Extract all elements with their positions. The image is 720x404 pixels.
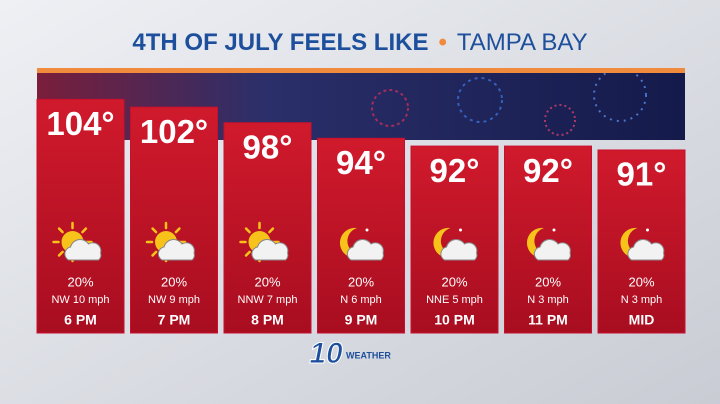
temperature-label: 98° — [243, 128, 293, 165]
cloud — [64, 239, 102, 261]
wind-label: NNW 7 mph — [238, 294, 298, 306]
accent-line — [37, 68, 685, 73]
temperature-label: 94° — [336, 144, 386, 181]
sun-ray — [244, 227, 251, 234]
x-tick-label: 7 PM — [158, 312, 191, 328]
sun-ray — [81, 227, 88, 234]
weather-icon — [339, 227, 384, 261]
precipitation-label: 20% — [441, 274, 467, 289]
precipitation-label: 20% — [535, 274, 561, 289]
sun-ray — [244, 250, 251, 257]
weather-icon — [145, 221, 195, 263]
bar — [317, 137, 405, 334]
temperature-label: 92° — [523, 152, 573, 189]
x-tick-label: 10 PM — [434, 312, 474, 328]
logo-number: 10 — [309, 337, 343, 370]
moon — [526, 227, 552, 258]
logo: 10 WEATHER — [309, 336, 392, 370]
wind-label: NW 9 mph — [148, 294, 200, 306]
x-tick-label: MID — [629, 312, 655, 328]
fireworks — [371, 68, 647, 136]
temperature-label: 92° — [430, 152, 480, 189]
wind-label: N 3 mph — [621, 294, 663, 306]
sun-ray — [174, 227, 181, 234]
sun-ray — [268, 227, 275, 234]
temperature-label: 91° — [617, 156, 667, 193]
star — [552, 228, 556, 232]
moon — [620, 227, 646, 258]
weather-icon — [433, 227, 478, 261]
bars: 104° 20% NW 10 mph 6 PM 102° 20% NW 9 mph 7 PM 9… — [36, 98, 686, 334]
x-tick-label: 8 PM — [251, 312, 284, 328]
cloud — [157, 239, 195, 261]
sun-ray — [57, 227, 64, 234]
cloud — [346, 239, 384, 261]
wind-label: N 6 mph — [340, 294, 382, 306]
precipitation-label: 20% — [161, 274, 187, 289]
weather-icon — [620, 227, 665, 261]
sun-ray — [151, 250, 158, 257]
weather-icon — [526, 227, 571, 261]
x-tick-label: 11 PM — [528, 312, 568, 328]
cloud — [533, 239, 571, 261]
bar — [223, 122, 312, 334]
moon — [339, 227, 365, 258]
cloud — [251, 239, 289, 261]
temperature-label: 104° — [46, 105, 114, 142]
sun-ray — [57, 250, 64, 257]
bar — [36, 98, 125, 334]
star — [365, 228, 369, 232]
precipitation-label: 20% — [67, 274, 93, 289]
precipitation-label: 20% — [254, 274, 280, 289]
star — [459, 228, 462, 232]
precipitation-label: 20% — [628, 274, 654, 289]
title: 4TH OF JULY FEELS LIKE — [132, 29, 428, 56]
subtitle: TAMPA BAY — [457, 29, 588, 56]
title-line: 4TH OF JULY FEELS LIKE • TAMPA BAY — [132, 29, 587, 56]
weather-icon — [239, 221, 289, 263]
cloud — [440, 239, 478, 261]
sun-ray — [151, 227, 158, 234]
bar — [130, 106, 218, 334]
precipitation-label: 20% — [348, 274, 374, 289]
moon — [433, 227, 459, 258]
logo-text: WEATHER — [346, 350, 391, 360]
weather-icon — [52, 221, 102, 263]
wind-label: NNE 5 mph — [426, 294, 483, 306]
x-tick-label: 6 PM — [64, 312, 97, 328]
wind-label: N 3 mph — [527, 294, 569, 306]
temperature-label: 102° — [140, 113, 208, 150]
star — [646, 228, 649, 232]
x-tick-label: 9 PM — [345, 312, 378, 328]
wind-label: NW 10 mph — [51, 294, 109, 306]
cloud — [627, 239, 665, 261]
